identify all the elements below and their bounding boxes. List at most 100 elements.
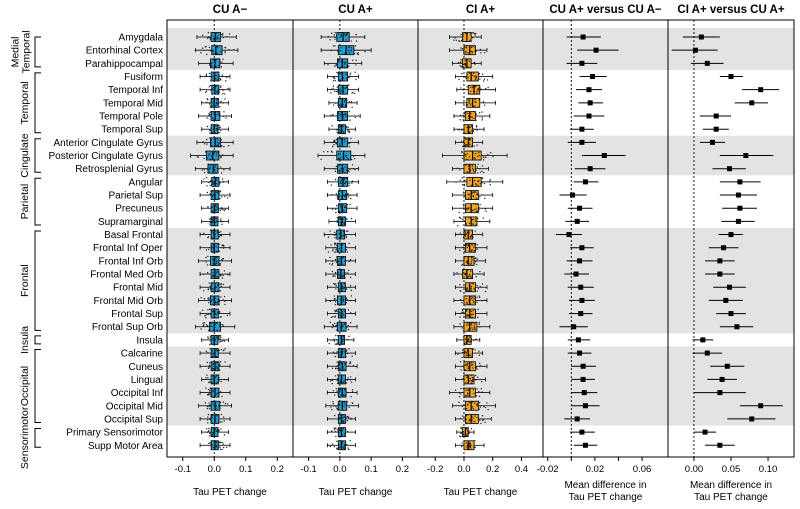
data-point bbox=[342, 428, 345, 430]
data-point bbox=[342, 447, 344, 449]
data-point bbox=[470, 191, 473, 193]
data-point bbox=[205, 176, 208, 179]
data-point bbox=[217, 104, 219, 106]
data-point bbox=[354, 169, 356, 171]
data-point bbox=[335, 309, 338, 312]
data-point bbox=[209, 419, 212, 421]
data-point bbox=[474, 289, 477, 292]
data-point bbox=[335, 165, 337, 168]
data-point bbox=[343, 63, 346, 65]
data-point bbox=[210, 155, 213, 157]
data-point bbox=[456, 233, 458, 235]
data-point bbox=[350, 100, 353, 103]
data-point bbox=[212, 153, 214, 156]
data-point bbox=[477, 198, 480, 200]
data-point bbox=[474, 153, 477, 155]
data-point bbox=[338, 257, 341, 260]
data-point bbox=[214, 323, 217, 326]
data-point bbox=[336, 219, 339, 221]
data-point bbox=[471, 327, 473, 329]
data-point bbox=[481, 415, 484, 417]
data-point bbox=[341, 177, 343, 180]
data-point bbox=[340, 210, 343, 213]
data-point bbox=[214, 263, 217, 265]
data-point bbox=[219, 140, 222, 142]
estimate-marker bbox=[579, 60, 585, 66]
data-point bbox=[475, 50, 477, 52]
estimate-marker bbox=[700, 337, 706, 343]
tick-label: 0.05 bbox=[722, 464, 741, 475]
data-point bbox=[468, 193, 470, 196]
axis-label: Mean difference in bbox=[690, 480, 772, 491]
data-point bbox=[214, 396, 216, 398]
data-point bbox=[342, 256, 345, 259]
data-point bbox=[220, 413, 222, 416]
data-point bbox=[344, 433, 346, 435]
data-point bbox=[476, 129, 478, 131]
data-point bbox=[471, 144, 473, 147]
data-point bbox=[331, 125, 333, 127]
data-point bbox=[214, 401, 216, 403]
data-point bbox=[218, 183, 221, 186]
data-point bbox=[483, 299, 486, 301]
data-point bbox=[464, 235, 467, 237]
data-point bbox=[224, 50, 226, 52]
data-point bbox=[364, 50, 366, 53]
data-point bbox=[217, 393, 220, 396]
data-point bbox=[344, 390, 347, 392]
data-point bbox=[344, 441, 347, 443]
data-point bbox=[334, 375, 337, 377]
data-point bbox=[476, 203, 478, 205]
data-point bbox=[215, 65, 217, 67]
data-point bbox=[471, 74, 474, 77]
data-point bbox=[213, 198, 216, 201]
data-point bbox=[463, 250, 466, 253]
data-point bbox=[214, 221, 217, 224]
data-point bbox=[343, 402, 346, 404]
data-point bbox=[467, 393, 469, 395]
data-point bbox=[208, 114, 211, 116]
data-point bbox=[468, 117, 470, 120]
data-point bbox=[474, 158, 476, 160]
data-point bbox=[466, 171, 468, 173]
data-point bbox=[206, 101, 208, 104]
data-point bbox=[478, 168, 481, 170]
data-point bbox=[215, 177, 217, 180]
data-point bbox=[479, 171, 482, 173]
data-point bbox=[206, 53, 208, 56]
data-point bbox=[342, 350, 344, 353]
data-point bbox=[348, 142, 350, 145]
data-point bbox=[218, 369, 221, 371]
data-point bbox=[341, 196, 343, 198]
data-point bbox=[209, 111, 211, 113]
data-point bbox=[465, 222, 467, 225]
data-point bbox=[353, 155, 355, 157]
data-point bbox=[335, 435, 337, 438]
data-point bbox=[474, 218, 477, 220]
group-bracket bbox=[34, 348, 41, 424]
data-point bbox=[219, 197, 221, 200]
data-point bbox=[334, 170, 337, 173]
data-point bbox=[332, 87, 334, 90]
data-point bbox=[464, 112, 466, 115]
data-point bbox=[218, 336, 220, 338]
data-point bbox=[337, 179, 339, 181]
data-point bbox=[337, 190, 340, 192]
data-point bbox=[474, 440, 476, 442]
data-point bbox=[219, 262, 222, 265]
data-point bbox=[209, 336, 211, 338]
data-point bbox=[211, 101, 214, 103]
data-point bbox=[341, 301, 343, 303]
data-point bbox=[338, 382, 340, 384]
data-point bbox=[225, 115, 228, 117]
data-point bbox=[341, 76, 344, 79]
data-point bbox=[341, 264, 343, 266]
data-point bbox=[348, 52, 351, 54]
data-point bbox=[345, 206, 348, 208]
data-point bbox=[339, 367, 341, 370]
data-point bbox=[220, 156, 222, 159]
data-point bbox=[215, 262, 218, 264]
data-point bbox=[463, 275, 465, 278]
data-point bbox=[215, 128, 217, 130]
group-label: Cingulate bbox=[19, 133, 31, 178]
